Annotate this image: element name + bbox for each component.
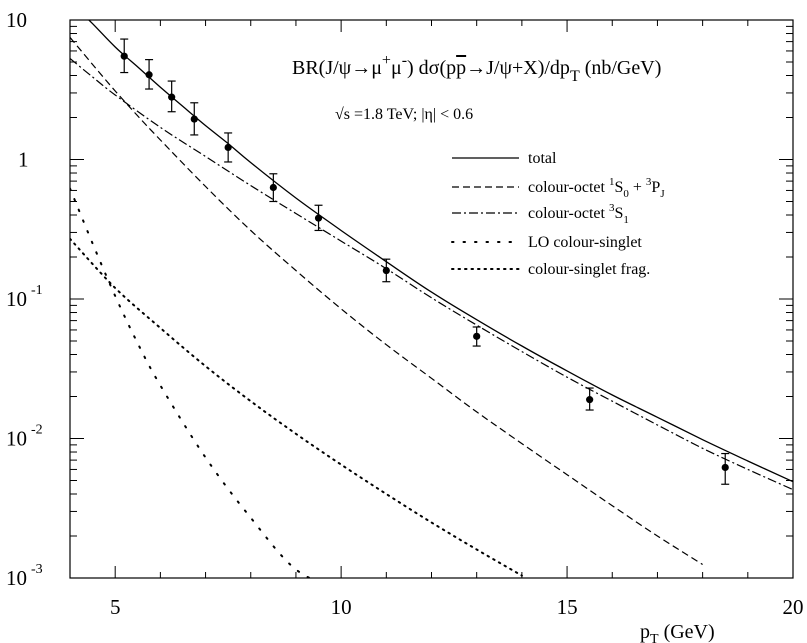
series-line-3 (70, 187, 313, 578)
y-tick-label-exponent: -3 (31, 562, 43, 577)
data-point (168, 93, 176, 101)
legend-label-octet-s1: colour-octet 3S1 (528, 202, 629, 226)
data-point (586, 396, 594, 404)
data-point (120, 52, 128, 60)
series-line-0 (87, 20, 793, 483)
y-tick-label-base: 10 (6, 8, 27, 32)
data-point (224, 143, 232, 152)
data-point (473, 332, 481, 340)
y-tick-label: 10 -3 (6, 562, 43, 590)
y-tick-label-base: 1 (18, 148, 29, 172)
data-point (382, 266, 390, 275)
x-tick-label: 5 (110, 595, 121, 619)
y-tick-label: 10 -1 (6, 283, 43, 311)
x-tick-label: 15 (557, 595, 578, 619)
y-tick-label-exponent: -2 (31, 423, 43, 438)
x-tick-label: 20 (783, 595, 804, 619)
y-tick-label: 10 (6, 8, 27, 32)
axis-ticks-layer: 5 10 15 20 10 1 10 -1 10 -2 10 -3 (6, 8, 804, 619)
series-line-4 (70, 237, 523, 577)
curves-layer (70, 20, 793, 578)
y-tick-label: 10 -2 (6, 423, 43, 451)
x-axis-label: pT (GeV) (640, 621, 715, 643)
legend-label-octet-s0-pj: colour-octet 1S0 + 3PJ (528, 176, 665, 200)
data-point (721, 463, 729, 472)
x-tick-label: 10 (331, 595, 352, 619)
legend-label-singlet-frag: colour-singlet frag. (528, 261, 650, 278)
legend-label-total: total (528, 150, 557, 167)
data-point (190, 115, 198, 123)
data-points-layer (120, 38, 730, 485)
chart-title: BR(J/ψ→μ+μ-) dσ(pp→J/ψ+X)/dpT (nb/GeV) (292, 52, 661, 85)
series-line-1 (70, 37, 703, 566)
plot-frame (69, 19, 794, 579)
legend-label-lo-singlet: LO colour-singlet (528, 234, 642, 251)
legend: total colour-octet 1S0 + 3PJ colour-octe… (451, 150, 665, 278)
data-point (145, 71, 153, 79)
data-point (314, 214, 323, 222)
series-line-2 (70, 58, 793, 491)
chart-subtitle: √s =1.8 TeV; |η| < 0.6 (335, 106, 473, 123)
y-tick-label-base: 10 (6, 427, 27, 451)
y-tick-label-base: 10 (6, 566, 27, 590)
plot-area-border (69, 19, 794, 579)
data-point (269, 183, 277, 192)
y-tick-label: 1 (18, 148, 29, 172)
y-tick-label-base: 10 (6, 287, 27, 311)
y-tick-label-exponent: -1 (31, 283, 43, 298)
